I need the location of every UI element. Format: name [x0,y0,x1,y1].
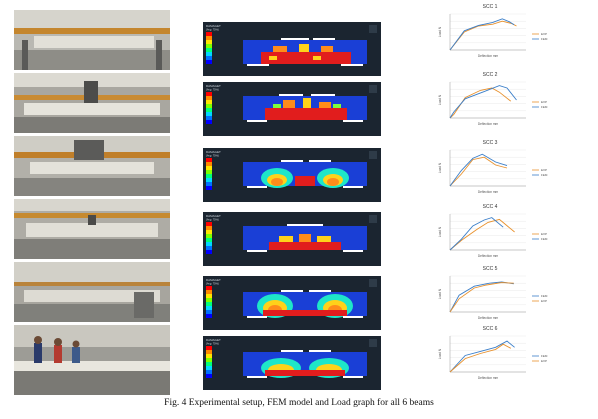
load-graph-5: SCC 5 Deflection mm Load N FEM EXP [410,266,570,326]
fem-legend-title: DAMAGET [206,150,221,154]
fem-legend-title: DAMAGET [206,278,221,282]
series-line-fem [449,18,515,51]
load-graph-3: SCC 3 Deflection mm Load N EXP FEM [410,140,570,200]
beam-photo-6 [14,325,170,395]
series-line-exp [449,282,514,313]
beam-photo-1 [14,10,170,70]
fem-model-6: DAMAGET (Avg: 75%) [203,336,381,390]
x-axis-label: Deflection mm [478,254,499,258]
fem-model-2: DAMAGET (Avg: 75%) [203,82,381,136]
y-axis-label: Load N [438,348,442,359]
legend-label: EXP [541,168,547,172]
fem-legend [206,92,212,124]
load-graph-6: SCC 6 Deflection mm Load N FEM EXP [410,326,570,386]
legend-label: EXP [541,32,547,36]
fem-legend [206,32,212,64]
x-axis-label: Deflection mm [478,54,499,58]
fem-legend-sub: (Avg: 75%) [206,88,219,92]
legend-label: FEM [541,37,548,41]
series-line-exp [449,218,515,251]
x-axis-label: Deflection mm [478,316,499,320]
series-line-fem [449,340,515,373]
legend-label: FEM [541,294,548,298]
fem-legend-title: DAMAGET [206,338,221,342]
y-axis-label: Load N [438,26,442,37]
legend-label: EXP [541,232,547,236]
fem-legend [206,222,212,254]
y-axis-label: Load N [438,226,442,237]
fem-model-1: DAMAGET (Avg: 75%) [203,22,381,76]
fem-legend-title: DAMAGET [206,24,221,28]
beam-photo-3 [14,136,170,196]
load-graph-4: SCC 4 Deflection mm Load N EXP FEM [410,204,570,264]
legend-label: EXP [541,299,547,303]
series-line-exp [449,156,508,187]
graph-title: SCC 3 [482,140,498,146]
figure-caption: Fig. 4 Experimental setup, FEM model and… [164,398,434,408]
graph-title: SCC 1 [482,4,498,10]
beam-photo-5 [14,262,170,322]
fem-legend-title: DAMAGET [206,214,221,218]
y-axis-label: Load N [438,94,442,105]
legend-label: EXP [541,100,547,104]
beam-photo-2 [14,73,170,133]
series-line-exp [449,343,512,373]
fem-model-5: DAMAGET (Avg: 75%) [203,276,381,330]
fem-legend-sub: (Avg: 75%) [206,282,219,286]
fem-legend [206,346,212,378]
series-line-fem [449,85,517,119]
load-graph-1: SCC 1 Deflection mm Load N EXP FEM [410,4,570,64]
series-line-fem [449,153,508,187]
graph-title: SCC 4 [482,204,498,210]
legend-label: FEM [541,105,548,109]
beam-photo-4 [14,199,170,259]
graph-title: SCC 2 [482,72,498,78]
series-line-exp [449,87,512,119]
fem-legend-sub: (Avg: 75%) [206,154,219,158]
fem-legend [206,158,212,190]
fem-legend-sub: (Avg: 75%) [206,28,219,32]
fem-legend [206,286,212,318]
fem-model-4: DAMAGET (Avg: 75%) [203,212,381,266]
y-axis-label: Load N [438,162,442,173]
experimental-photos [14,10,170,395]
fem-legend-title: DAMAGET [206,84,221,88]
fem-model-3: DAMAGET (Avg: 75%) [203,148,381,202]
graph-title: SCC 6 [482,326,498,332]
legend-label: EXP [541,359,547,363]
x-axis-label: Deflection mm [478,122,499,126]
legend-label: FEM [541,173,548,177]
graph-title: SCC 5 [482,266,498,272]
x-axis-label: Deflection mm [478,190,499,194]
x-axis-label: Deflection mm [478,376,499,380]
fem-legend-sub: (Avg: 75%) [206,218,219,222]
y-axis-label: Load N [438,288,442,299]
load-graph-2: SCC 2 Deflection mm Load N EXP FEM [410,72,570,132]
fem-legend-sub: (Avg: 75%) [206,342,219,346]
legend-label: FEM [541,237,548,241]
legend-label: FEM [541,354,548,358]
series-line-fem [449,217,504,251]
